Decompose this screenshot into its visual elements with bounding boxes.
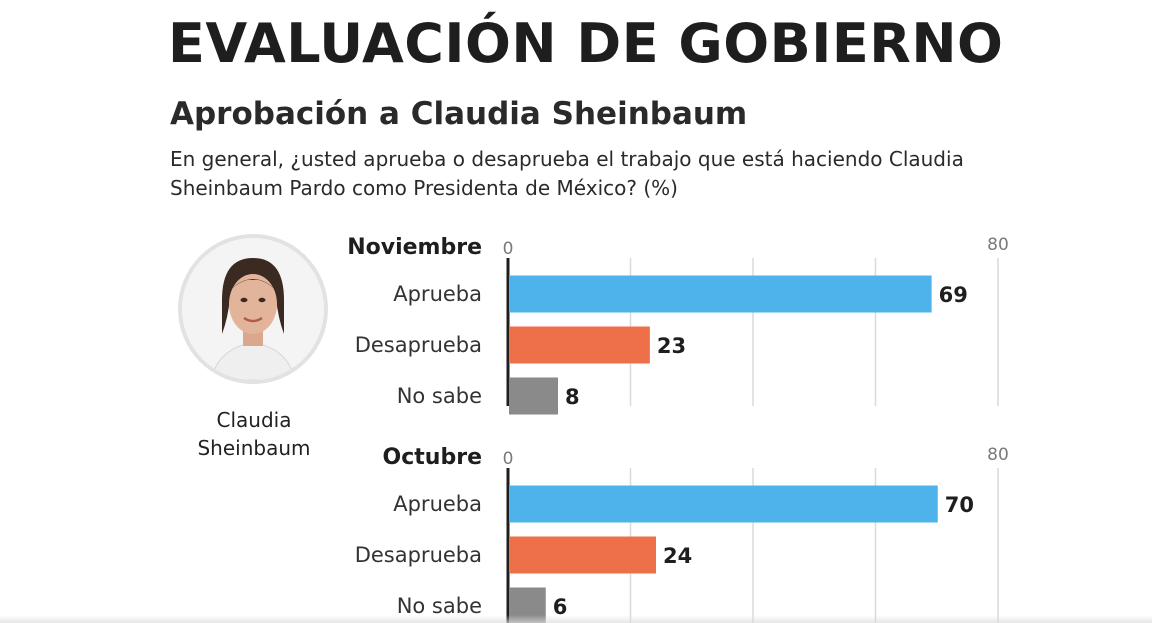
category-label: Aprueba [393,492,482,516]
bottom-shade [0,615,1152,623]
tick-label: 0 [503,449,514,469]
bar-desaprueba [509,536,656,574]
tick-label: 80 [987,235,1009,255]
category-label: Desaprueba [355,333,482,357]
tick-label: 80 [987,445,1009,465]
bar-desaprueba [509,326,650,364]
data-label: 70 [945,493,974,517]
data-label: 23 [657,334,686,358]
portrait-illustration [182,238,324,380]
category-label: No sabe [397,594,482,618]
person-name-line1: Claudia [216,408,292,432]
avatar [178,234,328,384]
chart-subtitle: Aprobación a Claudia Sheinbaum [170,96,748,132]
page-title: EVALUACIÓN DE GOBIERNO [168,12,1004,75]
bar-no-sabe [509,377,558,415]
person-name: Claudia Sheinbaum [178,406,330,462]
person-name-line2: Sheinbaum [197,436,311,460]
tick-label: 0 [503,239,514,259]
panel-title: Octubre [383,445,482,470]
data-label: 69 [939,283,968,307]
category-label: Desaprueba [355,543,482,567]
data-label: 6 [553,595,568,619]
survey-question: En general, ¿usted aprueba o desaprueba … [170,147,964,200]
data-label: 8 [565,385,580,409]
category-label: No sabe [397,384,482,408]
bar-aprueba [509,275,932,313]
bar-aprueba [509,485,938,523]
category-label: Aprueba [393,282,482,306]
panel-title: Noviembre [347,235,482,260]
data-label: 24 [663,544,692,568]
